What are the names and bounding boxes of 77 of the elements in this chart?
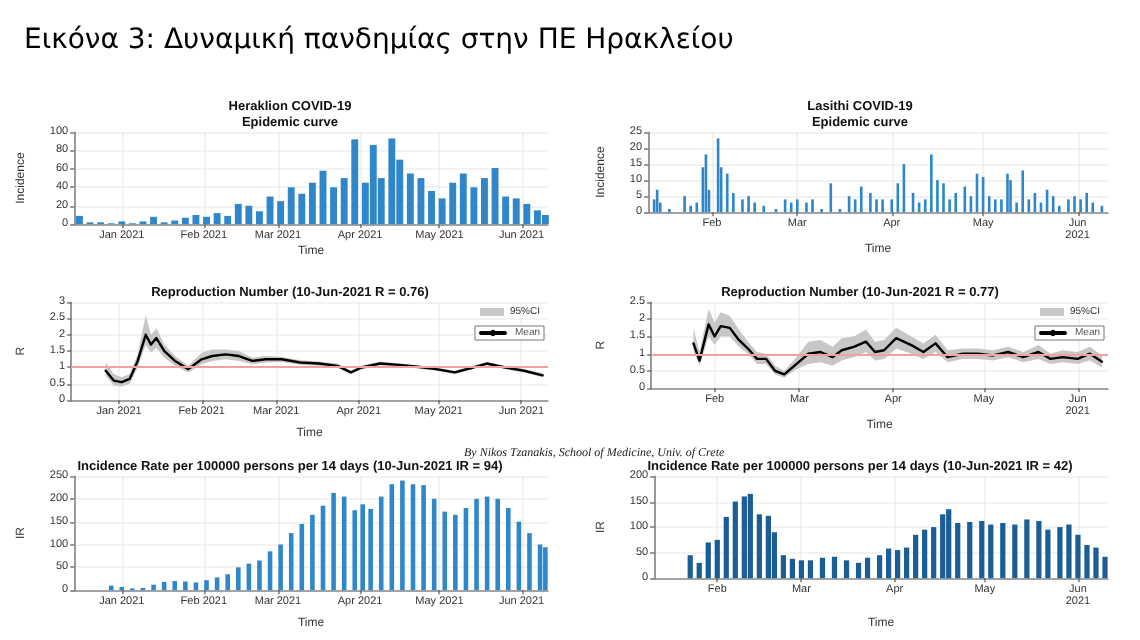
bar [421,485,426,591]
bar [256,211,263,225]
bar [505,507,511,591]
line-series [692,323,1104,376]
bar [369,144,377,225]
bar [876,555,883,579]
bar [819,557,826,579]
bar [855,562,862,579]
bar [1045,529,1051,579]
bar [798,560,805,579]
bar [474,498,479,591]
bar [732,501,738,579]
bar [955,523,961,579]
bar [183,581,188,591]
bar [1024,519,1030,579]
bar [967,521,973,579]
bar [831,556,838,579]
bar [400,480,405,591]
bar [172,581,178,591]
bar [541,214,549,225]
bar [288,533,294,591]
bar [310,514,315,591]
bar [1036,520,1042,579]
bar [904,547,910,579]
bar [481,178,488,225]
bar [747,493,753,579]
bar [946,509,952,579]
bar [843,560,850,579]
bar [277,201,285,225]
bar [368,508,373,591]
bar [257,560,262,591]
bar [543,547,548,591]
bar [1000,523,1006,579]
bar [308,182,316,225]
bar [705,542,711,579]
bar [895,550,901,579]
bar [979,520,985,579]
bar [756,514,762,579]
bar [940,514,946,579]
bar [495,498,500,591]
bar [378,496,384,591]
bar [789,558,796,579]
bar [864,557,871,579]
bar [453,514,458,591]
bar [330,187,338,225]
bar [225,574,230,591]
bar [278,544,283,591]
bar [428,191,435,225]
bar [76,215,83,225]
bar [331,492,336,591]
bar [885,548,892,579]
bar [765,515,771,579]
bar [723,516,729,579]
line-series [104,333,544,384]
bar [780,555,787,579]
bar [527,533,532,591]
bar [931,527,937,579]
bar [235,567,241,591]
bar [108,585,114,591]
bar [696,562,702,579]
text: Εικόνα 3: Δυναμική πανδημίας στην ΠΕ Ηρακλείου [24,24,734,56]
bar [442,511,448,591]
bar [714,539,720,579]
bar [922,529,928,579]
bar [352,510,358,591]
bar [741,496,747,579]
bar [988,524,994,579]
bar [687,555,693,579]
bar [204,580,209,591]
bar [360,504,365,591]
bar [913,534,919,579]
bar [807,560,814,579]
bar [150,216,158,225]
bar [533,210,541,225]
bar [151,584,156,591]
bar [203,216,210,225]
bar [1012,524,1018,579]
